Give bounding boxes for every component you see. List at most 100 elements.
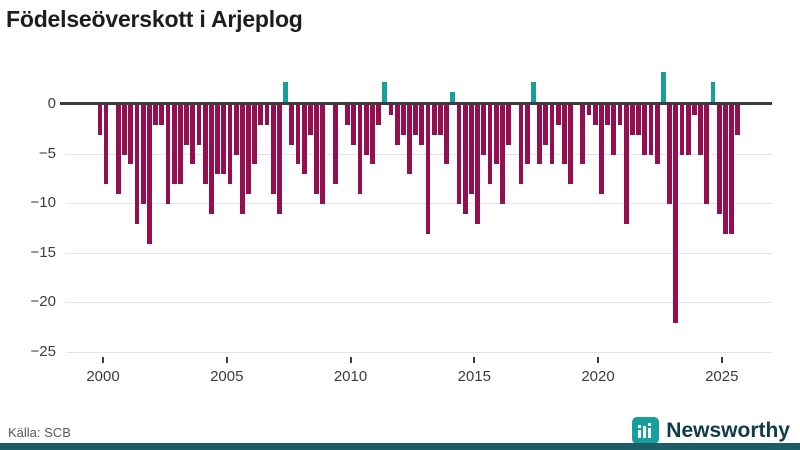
bar	[469, 105, 474, 195]
bar	[252, 105, 258, 165]
x-axis-tick	[720, 357, 723, 363]
bar	[704, 105, 710, 204]
bar	[301, 105, 307, 175]
bar	[388, 105, 394, 115]
bar	[394, 105, 400, 145]
bar	[103, 105, 109, 185]
bar	[555, 105, 561, 125]
bar	[382, 82, 388, 102]
gridline	[66, 351, 772, 353]
bar	[295, 105, 301, 165]
brand-name: Newsworthy	[666, 418, 790, 442]
bar	[221, 105, 227, 175]
bar	[400, 105, 406, 135]
bar	[506, 105, 511, 145]
bar	[122, 105, 128, 155]
bar	[599, 105, 604, 195]
bar	[134, 105, 140, 224]
bar	[270, 105, 276, 195]
x-axis-tick	[349, 357, 352, 363]
bar	[481, 105, 487, 155]
bar	[171, 105, 177, 185]
bar	[543, 105, 549, 145]
y-axis-label: −20	[30, 293, 56, 310]
bar	[202, 105, 208, 185]
bar	[283, 82, 289, 102]
y-axis-label: −15	[30, 243, 56, 261]
page-title: Födelseöverskott i Arjeplog	[6, 6, 303, 32]
bar	[642, 105, 648, 155]
bar	[165, 105, 171, 204]
bar	[425, 105, 431, 234]
bar	[673, 105, 679, 323]
bar	[691, 105, 697, 115]
bar	[153, 105, 159, 125]
bar	[685, 105, 691, 155]
bar	[357, 105, 363, 195]
bar	[636, 105, 642, 135]
y-axis-label: 0	[47, 95, 56, 112]
x-axis-label: 2025	[705, 368, 739, 385]
bar	[592, 105, 598, 125]
bar	[530, 82, 536, 102]
zero-axis-line	[60, 102, 772, 105]
source-label: Källa: SCB	[8, 425, 71, 440]
bar	[147, 105, 152, 244]
bar	[140, 105, 146, 204]
bar	[493, 105, 499, 165]
bar	[580, 105, 586, 165]
newsworthy-logo: Newsworthy	[632, 417, 790, 444]
bar	[698, 105, 703, 155]
bar	[227, 105, 233, 185]
bar	[413, 105, 419, 135]
bar	[258, 105, 264, 125]
bar	[215, 105, 220, 175]
bar	[239, 105, 245, 214]
bar	[363, 105, 369, 155]
x-axis-tick	[102, 357, 104, 363]
bar	[605, 105, 611, 125]
y-axis-label: −5	[38, 144, 56, 162]
bar	[654, 105, 660, 165]
bar	[549, 105, 555, 165]
bar	[407, 105, 412, 175]
gridline	[66, 252, 772, 254]
bar	[499, 105, 505, 204]
x-axis-tick	[597, 357, 599, 363]
footer-accent-band	[0, 443, 800, 450]
bar	[518, 105, 524, 185]
x-axis-tick	[473, 357, 476, 363]
bar	[190, 105, 196, 165]
bar	[679, 105, 685, 155]
bar	[308, 105, 313, 135]
bar	[369, 105, 375, 165]
bar	[345, 105, 350, 125]
bar	[524, 105, 530, 165]
bar	[617, 105, 623, 125]
bar	[233, 105, 239, 155]
bar	[487, 105, 493, 185]
x-axis-label: 2010	[333, 368, 368, 385]
bar	[277, 105, 282, 214]
bar	[116, 105, 121, 195]
bar	[630, 105, 635, 135]
bar	[586, 105, 592, 115]
bar	[716, 105, 722, 214]
y-axis-label: −10	[30, 194, 56, 211]
y-axis-label: −25	[30, 342, 56, 360]
bar	[561, 105, 567, 165]
bar	[611, 105, 617, 155]
bar	[537, 105, 542, 165]
bar	[332, 105, 338, 185]
bar	[184, 105, 189, 145]
bar	[208, 105, 214, 214]
gridline	[66, 203, 772, 204]
bar	[320, 105, 326, 204]
bar	[475, 105, 481, 224]
bar	[419, 105, 425, 145]
bar	[128, 105, 134, 165]
bar	[648, 105, 654, 155]
bar	[729, 105, 734, 234]
bar	[444, 105, 450, 165]
gridline	[66, 153, 772, 155]
